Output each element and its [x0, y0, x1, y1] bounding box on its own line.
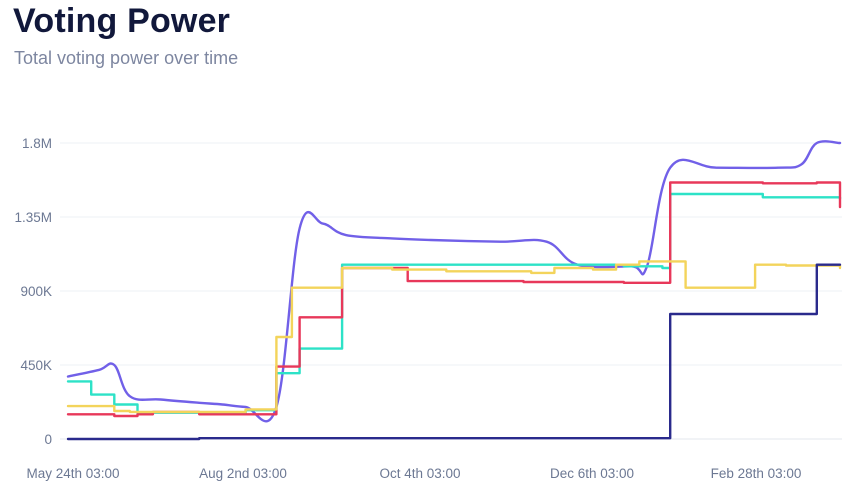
y-axis-ticks: 0 450K 900K 1.35M 1.8M [14, 136, 52, 447]
y-tick-label: 1.35M [14, 210, 52, 225]
x-tick-label: Aug 2nd 03:00 [199, 466, 287, 481]
y-tick-label: 1.8M [22, 136, 52, 151]
x-tick-label: Oct 4th 03:00 [379, 466, 460, 481]
series-line-5 [66, 263, 842, 441]
x-tick-label: Dec 6th 03:00 [550, 466, 634, 481]
series-line-1 [66, 140, 842, 423]
chart-subtitle: Total voting power over time [14, 48, 239, 68]
y-tick-label: 450K [20, 358, 52, 373]
x-tick-label: May 24th 03:00 [26, 466, 119, 481]
y-tick-label: 0 [44, 432, 52, 447]
x-axis-ticks: May 24th 03:00 Aug 2nd 03:00 Oct 4th 03:00… [26, 466, 801, 481]
y-tick-label: 900K [20, 284, 52, 299]
series-line-3 [66, 181, 842, 418]
x-tick-label: Feb 28th 03:00 [711, 466, 802, 481]
series-line-4 [66, 260, 842, 414]
chart-title: Voting Power [13, 2, 231, 40]
grid-lines [60, 142, 842, 440]
series-lines [66, 140, 842, 441]
series-line-2 [66, 192, 842, 415]
